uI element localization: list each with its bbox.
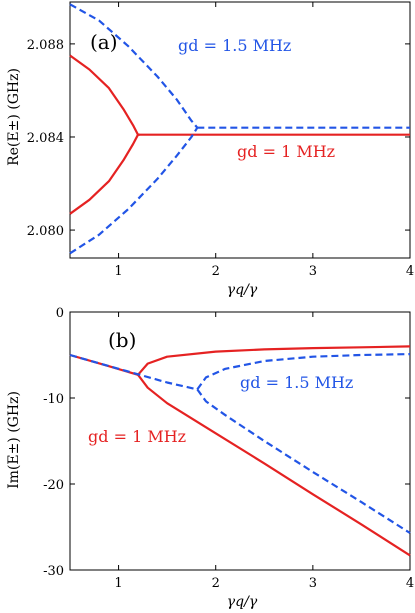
panel-a-frame (69, 1, 411, 259)
panel-b-frame (69, 311, 411, 571)
panel-b-y-tick-label: -20 (43, 478, 64, 493)
panel-b-label: (b) (108, 328, 136, 352)
panel-b-y-tick-label: -30 (43, 564, 64, 579)
panel-b-x-tick-label: 1 (114, 576, 122, 591)
panel-a-series-0-branch-0 (69, 54, 140, 136)
panel-b-series-1-branch-1 (196, 353, 411, 391)
panel-a-y-axis-label: Re(E±) (GHz) (6, 68, 22, 166)
panel-b-x-tick-label: 3 (309, 576, 317, 591)
panel-b-x-tick-label: 2 (212, 576, 220, 591)
panel-b-x-axis-label: γq/γ (227, 594, 258, 610)
panel-a-annotation-1p5: gd = 1.5 MHz (178, 36, 291, 55)
panel-a: (a) gd = 1.5 MHz gd = 1 MHz γq/γ Re(E±) … (6, 1, 414, 298)
panel-a-x-tick-label: 1 (114, 264, 122, 279)
panel-a-y-tick-label: 2.084 (27, 131, 64, 146)
panel-b-plot-area (69, 345, 411, 557)
panel-a-x-axis-label: γq/γ (227, 282, 258, 298)
panel-a-x-tick-label: 3 (309, 264, 317, 279)
panel-b-annotation-1: gd = 1 MHz (88, 427, 186, 446)
panel-b-series-1-branch-2 (196, 388, 411, 534)
panel-a-y-tick-label: 2.080 (27, 224, 64, 239)
panel-b-y-tick-label: -10 (43, 392, 64, 407)
panel-a-series-1-branch-0 (69, 3, 199, 129)
panel-b-y-axis-label: Im(E±) (GHz) (6, 391, 22, 489)
panel-a-x-tick-label: 2 (212, 264, 220, 279)
panel-a-y-tick-label: 2.088 (27, 38, 64, 53)
panel-b-series-0-branch-2 (137, 374, 411, 557)
panel-a-series-1-branch-1 (69, 127, 199, 255)
panel-a-annotation-1: gd = 1 MHz (237, 142, 335, 161)
panel-b-y-tick-label: 0 (56, 306, 64, 321)
panel-b-annotation-1p5: gd = 1.5 MHz (240, 373, 353, 392)
panel-b-series-1-branch-0 (69, 353, 198, 391)
panel-a-label: (a) (90, 30, 118, 54)
panel-b: (b) gd = 1.5 MHz gd = 1 MHz γq/γ Im(E±) … (6, 306, 414, 610)
panel-b-series-0-branch-1 (137, 345, 411, 376)
panel-a-x-tick-label: 4 (406, 264, 414, 279)
panel-b-x-tick-label: 4 (406, 576, 414, 591)
panel-a-series-0-branch-1 (69, 133, 140, 215)
panel-a-plot-area (69, 3, 410, 255)
